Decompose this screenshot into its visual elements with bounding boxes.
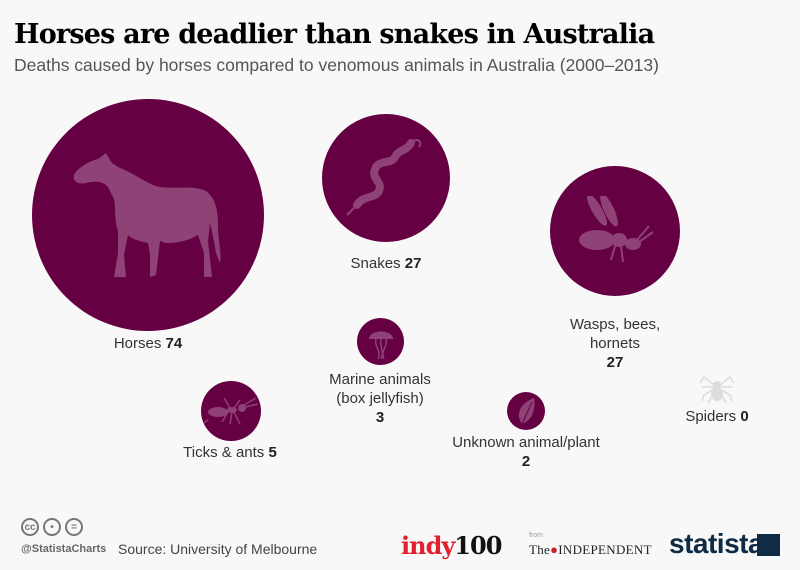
independent-logo: The●INDEPENDENT (529, 542, 652, 557)
statista-mark-icon (757, 534, 780, 556)
snake-icon (346, 139, 422, 216)
chart-subtitle: Deaths caused by horses compared to veno… (14, 55, 659, 75)
no-derivatives-icon: = (65, 518, 83, 536)
horse-icon (73, 153, 221, 277)
attribution-icon: • (43, 518, 61, 536)
wasp-icon (579, 196, 654, 263)
leaf-icon (518, 398, 535, 425)
statista-handle: @StatistaCharts (21, 543, 107, 555)
ants-bubble (201, 381, 261, 441)
snakes-label: Snakes 27 (350, 255, 422, 272)
wasps-bubble (550, 166, 680, 296)
snakes-bubble (322, 114, 450, 242)
chart-title: Horses are deadlier than snakes in Austr… (14, 19, 655, 50)
marine-label: Marine animals (box jellyfish) 3 (329, 371, 431, 426)
source-text: Source: University of Melbourne (118, 541, 318, 557)
wasps-label: Wasps, bees, hornets 27 (569, 316, 661, 371)
unknown-bubble (507, 392, 545, 430)
spiders-marker (699, 373, 735, 405)
indy100-logo: indy100 (401, 531, 502, 560)
horses-label: Horses 74 (113, 335, 183, 352)
horses-bubble (32, 99, 264, 331)
spider-icon (699, 375, 735, 404)
license-icons: cc • = (21, 518, 83, 536)
statista-logo: statista (669, 528, 764, 559)
cc-icon: cc (21, 518, 39, 536)
from-text: from (529, 532, 543, 539)
ant-icon (204, 397, 258, 425)
ants-label: Ticks & ants 5 (183, 444, 277, 461)
unknown-label: Unknown animal/plant 2 (452, 434, 600, 470)
marine-bubble (357, 318, 404, 365)
spiders-label: Spiders 0 (685, 408, 749, 425)
jellyfish-icon (368, 331, 393, 359)
